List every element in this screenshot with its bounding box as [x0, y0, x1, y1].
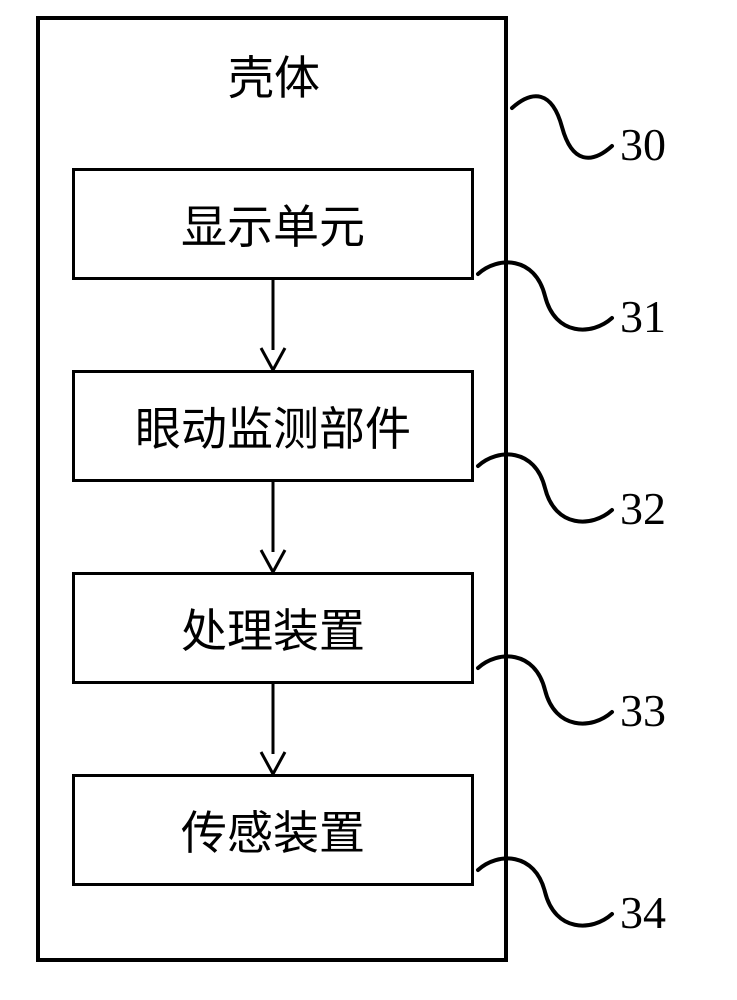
ref-32: 32 [620, 482, 666, 535]
ref-33: 33 [620, 684, 666, 737]
processing-label: 处理装置 [181, 595, 365, 661]
diagram-canvas: 壳体 显示单元 眼动监测部件 处理装置 传感装置 30 31 32 33 34 [0, 0, 737, 1000]
sensing-label: 传感装置 [181, 797, 365, 863]
ref-34: 34 [620, 886, 666, 939]
sensing-box: 传感装置 [72, 774, 474, 886]
processing-box: 处理装置 [72, 572, 474, 684]
housing-title: 壳体 [224, 42, 324, 108]
display-unit-label: 显示单元 [181, 191, 365, 257]
ref-30: 30 [620, 118, 666, 171]
eye-monitor-label: 眼动监测部件 [135, 393, 411, 459]
display-unit-box: 显示单元 [72, 168, 474, 280]
ref-31: 31 [620, 290, 666, 343]
eye-monitor-box: 眼动监测部件 [72, 370, 474, 482]
